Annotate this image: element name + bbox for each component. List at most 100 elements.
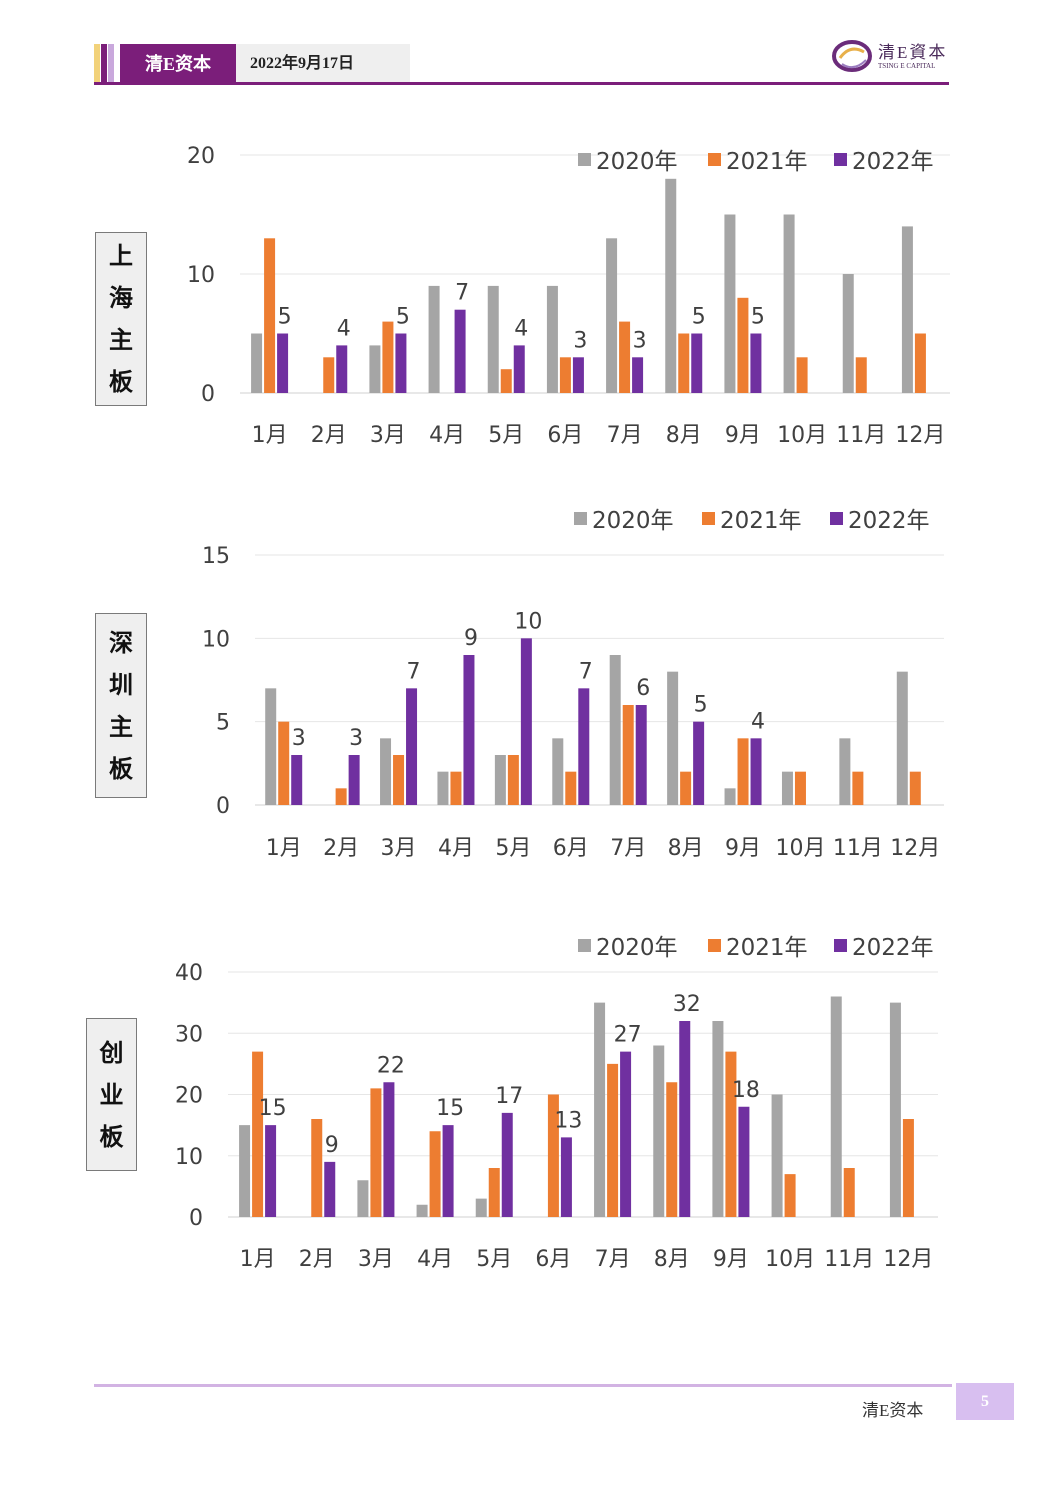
x-tick-label: 11月	[824, 1247, 874, 1272]
bar	[357, 1180, 369, 1217]
bar	[513, 345, 525, 393]
bar	[336, 345, 348, 393]
bar	[393, 755, 405, 805]
x-tick-label: 5月	[495, 836, 531, 861]
bar	[725, 1051, 737, 1217]
x-tick-label: 7月	[610, 836, 646, 861]
x-tick-label: 6月	[547, 423, 583, 448]
bar	[463, 655, 475, 805]
bar	[251, 333, 263, 393]
bar	[559, 357, 571, 393]
legend-label: 2021年	[720, 508, 802, 534]
bar	[843, 1168, 855, 1217]
bar	[552, 738, 564, 805]
data-label: 7	[579, 659, 593, 684]
data-label: 5	[751, 305, 765, 330]
x-tick-label: 1月	[240, 1247, 276, 1272]
logo-en-text: TSING E CAPITAL	[878, 62, 936, 70]
x-tick-label: 3月	[358, 1247, 394, 1272]
bar	[750, 738, 762, 805]
bar	[311, 1119, 323, 1217]
bar	[565, 771, 577, 805]
bar	[264, 238, 276, 393]
chart-label-char: 上	[109, 242, 133, 270]
bar	[380, 738, 392, 805]
data-label: 27	[614, 1023, 642, 1048]
bar	[830, 996, 842, 1217]
x-tick-label: 9月	[713, 1247, 749, 1272]
bar	[781, 771, 793, 805]
bar	[606, 238, 618, 393]
bar	[547, 1094, 559, 1217]
data-label: 9	[464, 626, 478, 651]
bar	[437, 771, 449, 805]
bar	[902, 1119, 914, 1217]
y-tick-label: 15	[202, 544, 230, 569]
y-tick-label: 0	[201, 382, 215, 407]
y-tick-label: 30	[175, 1022, 203, 1047]
bar	[291, 755, 303, 805]
x-tick-label: 6月	[535, 1247, 571, 1272]
data-label: 7	[407, 659, 421, 684]
bar	[572, 357, 584, 393]
bar	[607, 1063, 619, 1217]
data-label: 18	[732, 1078, 760, 1103]
data-label: 32	[673, 992, 701, 1017]
logo-cn-text: 清E資本	[878, 43, 948, 62]
bar	[678, 333, 690, 393]
y-tick-label: 10	[187, 263, 215, 288]
data-label: 5	[692, 305, 706, 330]
footer-brand: 清E资本	[862, 1401, 924, 1420]
x-tick-label: 5月	[476, 1247, 512, 1272]
company-logo: 清E資本 TSING E CAPITAL	[830, 36, 950, 76]
x-tick-label: 2月	[323, 836, 359, 861]
bar	[324, 1161, 336, 1217]
data-label: 4	[337, 316, 351, 341]
x-tick-label: 4月	[429, 423, 465, 448]
data-label: 15	[436, 1096, 464, 1121]
data-label: 15	[259, 1096, 287, 1121]
x-tick-label: 12月	[895, 423, 945, 448]
bar	[632, 357, 644, 393]
chart-label-char: 深	[109, 628, 133, 657]
x-tick-label: 2月	[311, 423, 347, 448]
chart-label-char: 板	[109, 368, 133, 396]
bar	[578, 688, 590, 805]
data-label: 6	[636, 676, 650, 701]
legend-swatch	[574, 512, 587, 525]
data-label: 17	[495, 1084, 523, 1109]
data-label: 5	[396, 305, 410, 330]
x-tick-label: 11月	[836, 423, 886, 448]
x-tick-label: 8月	[654, 1247, 690, 1272]
header-divider	[94, 82, 949, 85]
bar	[901, 226, 913, 393]
bar	[278, 721, 290, 805]
bar	[784, 1174, 796, 1217]
legend-swatch	[708, 939, 721, 952]
x-tick-label: 9月	[725, 423, 761, 448]
bar	[691, 333, 703, 393]
bar	[724, 214, 736, 393]
bar	[839, 738, 851, 805]
bar	[416, 1204, 428, 1217]
x-tick-label: 8月	[666, 423, 702, 448]
bar	[383, 1082, 395, 1217]
bar	[594, 1002, 606, 1217]
bar	[265, 1125, 277, 1217]
chart-label-char: 创	[99, 1038, 124, 1067]
legend-label: 2020年	[592, 508, 674, 534]
legend-label: 2020年	[596, 935, 678, 961]
legend-label: 2021年	[726, 935, 808, 961]
data-label: 3	[573, 328, 587, 353]
bar	[855, 357, 867, 393]
legend-swatch	[578, 939, 591, 952]
data-label: 3	[349, 726, 363, 751]
chart-label-char: 板	[99, 1122, 124, 1151]
y-tick-label: 0	[216, 794, 230, 819]
bar	[507, 755, 519, 805]
data-label: 7	[455, 281, 469, 306]
bar	[665, 178, 677, 393]
chart-label-chinext: 创业板	[86, 1018, 137, 1171]
bar	[335, 788, 347, 805]
